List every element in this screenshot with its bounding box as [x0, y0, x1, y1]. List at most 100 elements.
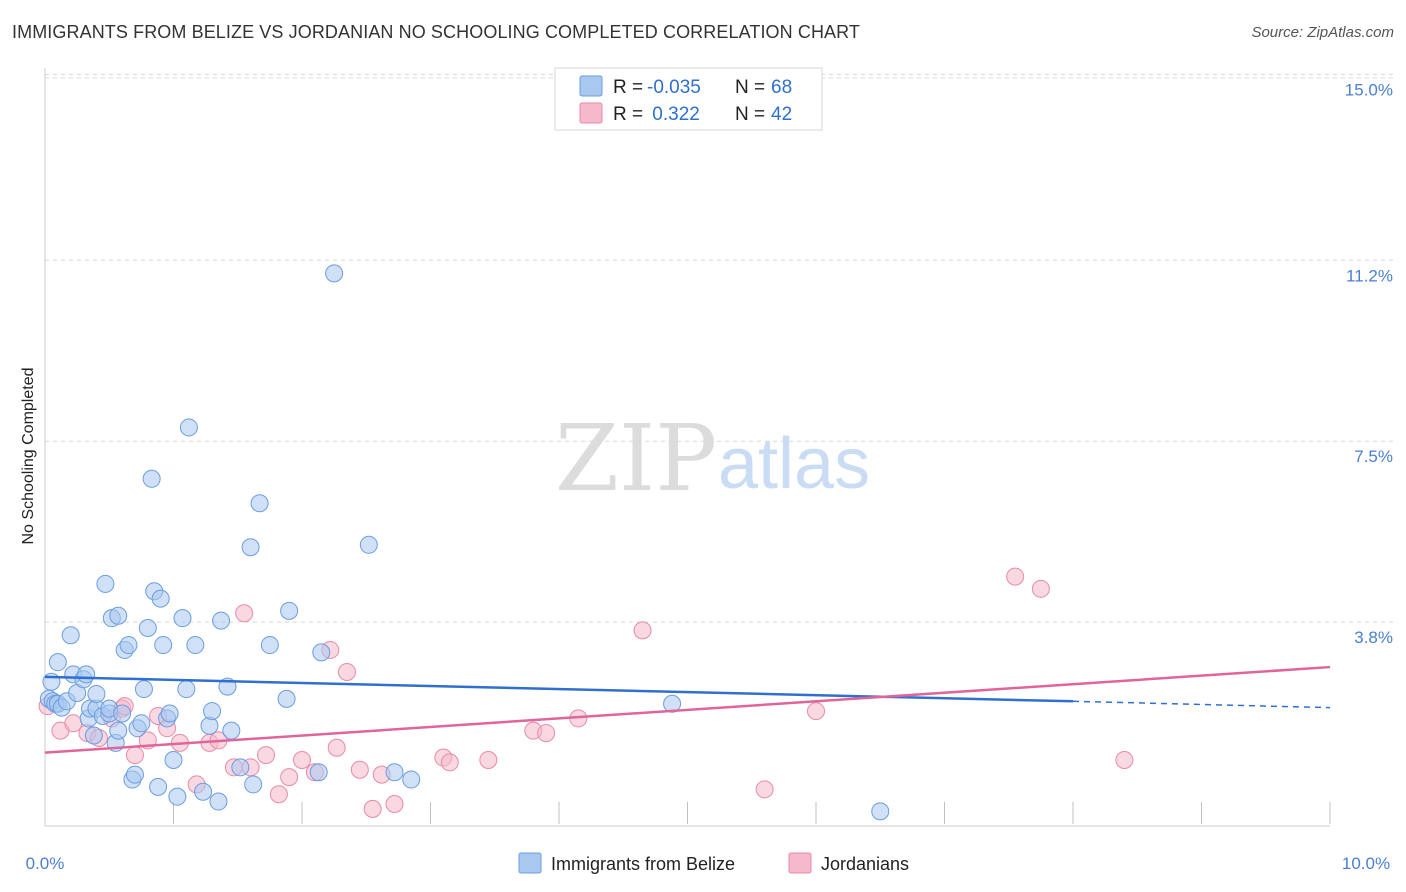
watermark-atlas: atlas [718, 424, 870, 504]
belize-point [113, 704, 132, 723]
belize-point [277, 689, 296, 708]
belize-point [200, 716, 219, 735]
belize-point [312, 643, 331, 662]
x-tick-label-min: 0.0% [26, 854, 65, 873]
y-tick-label: 11.2% [1346, 266, 1393, 285]
series-legend: Immigrants from Belize Jordanians [518, 852, 909, 874]
belize-trend-line-extension [1072, 700, 1331, 709]
belize-point [119, 636, 138, 655]
jordanians-trend-line [44, 665, 1331, 754]
belize-point [154, 636, 173, 655]
belize-point [203, 702, 222, 721]
belize-point [173, 609, 192, 628]
watermark-zip: ZIP [555, 405, 717, 512]
jordanians-point [807, 702, 825, 721]
belize-point [280, 601, 299, 620]
belize-point [385, 763, 404, 782]
belize-point [186, 636, 205, 655]
belize-point [132, 714, 151, 733]
jordanians-point [235, 604, 254, 623]
series-belize-points [39, 264, 890, 821]
jordanians-point [125, 746, 144, 765]
belize-point [160, 704, 179, 723]
jordanians-point [337, 662, 356, 681]
legend-n-value-2: 42 [771, 104, 792, 125]
legend-n-label-1: N = [735, 77, 765, 98]
belize-point [109, 721, 128, 740]
jordanians-point [1006, 567, 1025, 586]
y-tick-label: 3.8% [1354, 628, 1393, 647]
belize-point [177, 680, 196, 699]
source-label: Source: ZipAtlas.com [1251, 24, 1394, 41]
belize-point [168, 787, 187, 806]
jordanians-point [1115, 750, 1134, 769]
belize-point [48, 653, 67, 672]
belize-point [87, 684, 106, 703]
belize-point [402, 770, 421, 789]
belize-point [138, 618, 157, 637]
jordanians-point [1031, 579, 1050, 598]
belize-point [250, 494, 269, 513]
belize-point [134, 680, 153, 699]
jordanians-point [755, 780, 774, 799]
bottom-legend-swatch-belize [518, 852, 542, 874]
x-axis-ticks [173, 802, 1331, 824]
belize-point [164, 750, 183, 769]
belize-point [222, 721, 241, 740]
jordanians-point [327, 738, 346, 757]
jordanians-point [363, 799, 382, 818]
legend-swatch-belize [579, 75, 603, 97]
belize-point [109, 606, 128, 625]
legend-r-value-2: 0.322 [647, 104, 700, 125]
belize-point [663, 694, 682, 713]
belize-point [142, 469, 161, 488]
legend-n-label-2: N = [735, 104, 765, 125]
y-axis-tick-labels: 3.8% 7.5% 11.2% 15.0% [1345, 80, 1393, 647]
belize-point [149, 777, 168, 796]
jordanians-point [269, 785, 288, 804]
jordanians-point [440, 753, 459, 772]
belize-point [212, 611, 231, 630]
belize-point [125, 765, 144, 784]
watermark: ZIP atlas [555, 405, 870, 512]
belize-point [244, 775, 263, 794]
jordanians-point [479, 750, 498, 769]
belize-point [871, 802, 890, 821]
belize-point [96, 574, 115, 593]
jordanians-point [257, 746, 276, 765]
legend-r-label-2: R = [613, 104, 643, 125]
belize-point [241, 538, 260, 557]
belize-point [84, 726, 103, 745]
belize-point [359, 535, 378, 554]
belize-point [77, 665, 96, 684]
legend-r-value-1: -0.035 [647, 77, 701, 98]
bottom-legend-label-belize: Immigrants from Belize [551, 854, 735, 874]
belize-point [309, 763, 328, 782]
legend-n-value-1: 68 [771, 77, 792, 98]
jordanians-point [385, 794, 404, 813]
bottom-legend-label-jordanians: Jordanians [821, 854, 909, 874]
belize-point [151, 589, 170, 608]
trend-lines [44, 665, 1331, 754]
x-tick-label-max: 10.0% [1342, 854, 1390, 873]
belize-point [194, 782, 213, 801]
correlation-legend: R = -0.035 N = 68 R = 0.322 N = 42 [554, 67, 823, 131]
belize-trend-line [44, 675, 1074, 703]
belize-point [209, 792, 228, 811]
belize-point [260, 636, 279, 655]
jordanians-point [280, 768, 299, 787]
legend-swatch-jordanians [579, 102, 603, 124]
y-tick-label: 7.5% [1354, 447, 1393, 466]
belize-point [179, 418, 198, 437]
belize-point [61, 626, 80, 645]
y-tick-label: 15.0% [1345, 80, 1393, 99]
jordanians-point [537, 724, 556, 743]
belize-point [325, 264, 344, 283]
jordanians-point [633, 621, 652, 640]
bottom-legend-swatch-jordanians [788, 852, 812, 874]
jordanians-point [64, 714, 83, 733]
chart-title: IMMIGRANTS FROM BELIZE VS JORDANIAN NO S… [12, 22, 861, 42]
jordanians-point [350, 760, 369, 779]
jordanians-point [293, 750, 311, 769]
